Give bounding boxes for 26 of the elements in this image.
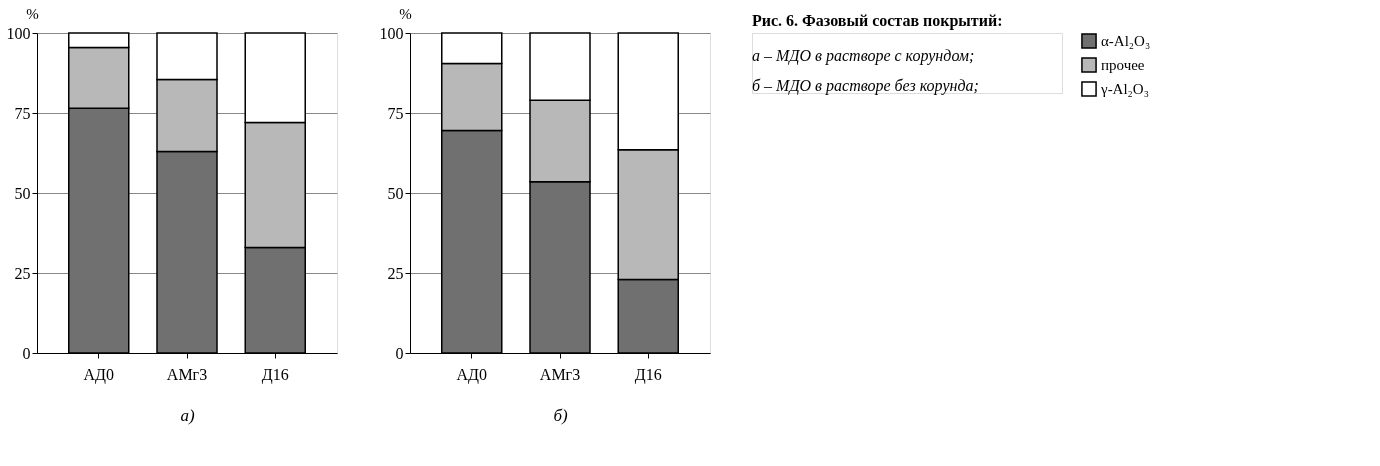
y-tick-label: 25 xyxy=(14,264,31,282)
legend-label: γ-Al₂O₃ xyxy=(1100,81,1149,97)
y-tick-label: 100 xyxy=(379,24,404,42)
x-tick-label: АМг3 xyxy=(166,365,208,383)
y-tick-label: 100 xyxy=(6,24,31,42)
legend-label: α-Al₂O₃ xyxy=(1101,33,1151,49)
x-tick-label: АД0 xyxy=(83,365,114,384)
x-tick-label: АМг3 xyxy=(539,365,581,383)
x-axis-title: б) xyxy=(553,405,568,425)
x-axis-title: а) xyxy=(180,405,195,425)
x-tick-label: Д16 xyxy=(261,365,289,384)
legend-label: прочее xyxy=(1101,57,1145,73)
y-axis-title: % xyxy=(26,5,39,22)
y-tick-label: 0 xyxy=(22,344,31,362)
text: б – МДО в растворе без корунда; xyxy=(752,77,979,95)
y-tick-label: 50 xyxy=(387,184,404,202)
y-tick-label: 50 xyxy=(14,184,31,202)
y-tick-label: 75 xyxy=(387,104,404,122)
y-tick-label: 0 xyxy=(395,344,404,362)
y-tick-label: 75 xyxy=(14,104,31,122)
x-tick-label: АД0 xyxy=(456,365,487,384)
y-tick-label: 25 xyxy=(387,264,404,282)
x-tick-label: Д16 xyxy=(634,365,662,384)
y-axis-title: % xyxy=(399,5,412,22)
text: Рис. 6. Фазовый состав покрытий: xyxy=(752,12,1003,30)
text: а – МДО в растворе с корундом; xyxy=(752,47,975,65)
